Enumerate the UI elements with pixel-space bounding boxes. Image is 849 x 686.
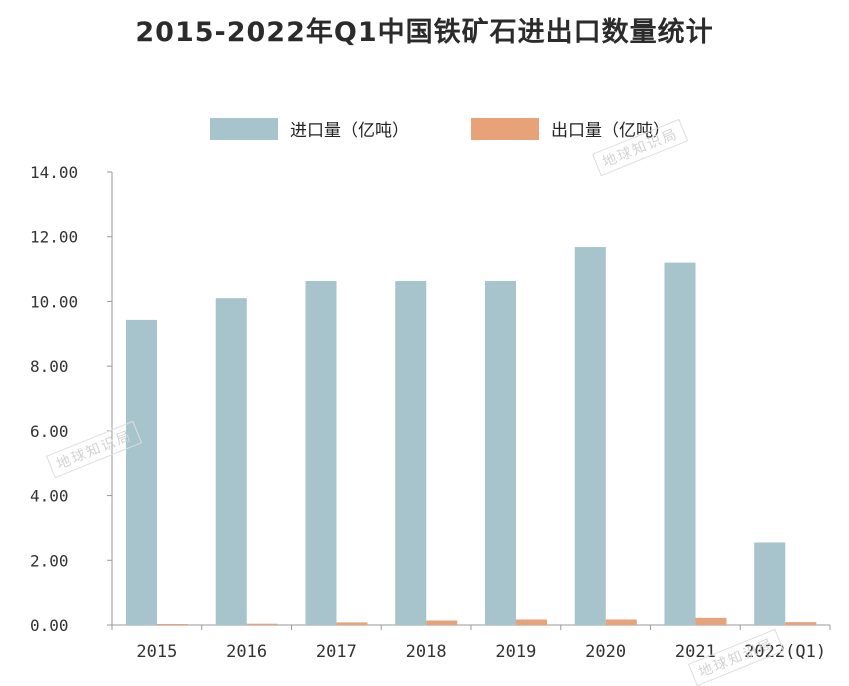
bar-export bbox=[157, 624, 188, 625]
legend-label-import: 进口量（亿吨） bbox=[290, 121, 409, 141]
x-tick-label: 2021 bbox=[675, 642, 716, 662]
y-tick-label: 10.00 bbox=[30, 292, 78, 311]
bar-import bbox=[664, 262, 696, 625]
x-tick-label: 2015 bbox=[136, 642, 177, 662]
bar-import bbox=[574, 247, 606, 625]
bar-export bbox=[426, 620, 458, 625]
legend-item-import: 进口量（亿吨） bbox=[210, 116, 409, 141]
y-tick-label: 8.00 bbox=[30, 357, 69, 376]
bar-import bbox=[215, 298, 247, 625]
bar-import bbox=[395, 281, 427, 625]
bar-export bbox=[785, 622, 817, 625]
y-tick-label: 14.00 bbox=[30, 163, 78, 182]
bar-import bbox=[126, 319, 157, 625]
x-tick-label: 2020 bbox=[585, 642, 626, 662]
bar-export bbox=[605, 619, 637, 625]
legend-item-export: 出口量（亿吨） bbox=[471, 116, 670, 141]
y-tick-label: 6.00 bbox=[30, 422, 69, 441]
bar-chart: 0.00 2.00 4.00 6.00 8.00 10.00 12.00 14.00 2015 2… bbox=[30, 163, 831, 662]
bar-import bbox=[754, 542, 786, 625]
y-tick-label: 4.00 bbox=[30, 487, 69, 506]
bar-export bbox=[695, 617, 727, 625]
chart-title: 2015-2022年Q1中国铁矿石进出口数量统计 bbox=[135, 17, 714, 48]
x-tick-label: 2016 bbox=[226, 642, 267, 662]
legend-swatch-import bbox=[210, 117, 278, 140]
legend-label-export: 出口量（亿吨） bbox=[551, 121, 670, 141]
bar-import bbox=[485, 281, 516, 625]
y-tick-label: 0.00 bbox=[30, 616, 69, 635]
bar-export bbox=[516, 619, 547, 625]
bar-import bbox=[305, 281, 337, 625]
y-tick-label: 2.00 bbox=[30, 551, 69, 570]
bar-export bbox=[246, 623, 278, 625]
x-tick-label: 2022(Q1) bbox=[744, 642, 826, 662]
x-tick-label: 2019 bbox=[495, 642, 536, 662]
legend: 进口量（亿吨） 出口量（亿吨） bbox=[210, 116, 732, 141]
y-tick-label: 12.00 bbox=[30, 228, 78, 247]
bar-export bbox=[336, 622, 368, 625]
legend-swatch-export bbox=[471, 117, 539, 140]
x-tick-label: 2018 bbox=[406, 642, 447, 662]
x-tick-label: 2017 bbox=[316, 642, 357, 662]
